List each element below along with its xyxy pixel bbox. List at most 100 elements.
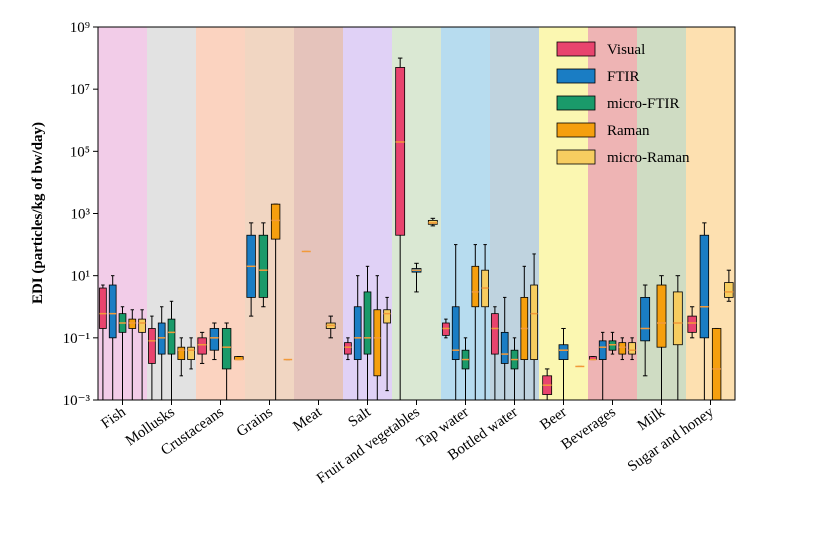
box: [640, 296, 651, 342]
box-group: [427, 217, 438, 227]
box: [471, 265, 480, 308]
box-group: [628, 337, 636, 361]
box: [628, 342, 636, 355]
box: [258, 234, 269, 298]
y-tick-label: 10¹: [71, 269, 91, 285]
x-tick-label: Grains: [234, 404, 276, 440]
box-group: [618, 337, 627, 361]
box: [530, 284, 538, 360]
y-axis-label: EDI (particles/kg of bw/day): [30, 122, 46, 304]
box-group: [270, 203, 281, 401]
x-tick-label: Beer: [537, 404, 569, 433]
box: [558, 344, 569, 360]
box: [711, 328, 722, 401]
box: [99, 287, 107, 329]
x-tick-label: Milk: [635, 404, 668, 434]
box-group: [325, 315, 336, 339]
box: [108, 284, 117, 339]
box-group: [108, 275, 117, 401]
box-group: [157, 306, 166, 401]
box-group: [353, 275, 362, 401]
y-tick-label: 10⁻¹: [63, 331, 90, 347]
box: [699, 234, 710, 339]
box: [221, 328, 232, 370]
box: [598, 340, 607, 360]
box-group: [411, 262, 422, 293]
box-group: [481, 244, 489, 401]
box: [177, 346, 186, 360]
box-group: [687, 306, 697, 339]
box-group: [373, 275, 382, 401]
box: [128, 318, 137, 329]
box-group: [363, 265, 372, 401]
box: [608, 340, 617, 351]
legend-swatch: [556, 95, 596, 111]
box-group: [383, 296, 391, 392]
box: [209, 328, 220, 351]
box-group: [138, 309, 146, 401]
box-group: [128, 309, 137, 401]
plot-frame: [97, 26, 736, 401]
box: [395, 67, 406, 236]
legend-label: micro-Raman: [607, 150, 690, 166]
x-tick-label: Beverages: [558, 404, 618, 453]
x-tick-label: Fish: [98, 404, 129, 432]
box-group: [589, 356, 597, 361]
legend-swatch: [556, 122, 596, 138]
box: [138, 318, 146, 333]
box: [148, 328, 156, 364]
box: [656, 284, 667, 348]
box-group: [234, 356, 244, 361]
box-group: [258, 222, 269, 308]
box-group: [451, 244, 460, 401]
y-tick-label: 10³: [71, 207, 91, 223]
box: [187, 346, 195, 360]
box-group: [608, 331, 617, 355]
box-group: [500, 296, 509, 401]
box-group: [187, 337, 195, 370]
category-band: [245, 27, 294, 400]
box-group: [442, 318, 450, 339]
box-group: [221, 322, 232, 401]
legend-label: FTIR: [607, 69, 640, 85]
x-tick-label: Sugar and honey: [625, 404, 717, 475]
legend-label: Raman: [607, 123, 650, 139]
box: [500, 331, 509, 364]
box: [270, 203, 281, 240]
box-group: [711, 327, 722, 401]
legend-swatch: [556, 68, 596, 84]
box-group: [344, 337, 352, 361]
box: [491, 313, 499, 355]
category-band: [686, 27, 735, 400]
box-group: [246, 222, 256, 317]
box-group: [461, 337, 470, 401]
box: [451, 306, 460, 360]
y-tick-label: 10⁹: [70, 20, 90, 36]
box: [687, 315, 697, 333]
box-group: [640, 284, 651, 377]
box: [618, 342, 627, 355]
y-tick-label: 10⁵: [70, 144, 90, 160]
box-group: [177, 337, 186, 377]
box: [353, 306, 362, 360]
box: [373, 309, 382, 377]
box-group: [99, 284, 107, 401]
box: [672, 291, 683, 346]
y-tick-label: 10⁻³: [63, 393, 91, 409]
legend-label: micro-FTIR: [607, 96, 680, 112]
box: [363, 291, 372, 355]
box-group: [672, 275, 683, 401]
legend-label: Visual: [607, 42, 645, 58]
box-group: [530, 253, 538, 401]
box-group: [148, 315, 156, 401]
box: [197, 337, 207, 355]
box: [724, 282, 734, 298]
x-tick-label: Meat: [290, 404, 325, 435]
legend-swatch: [556, 149, 596, 165]
box-group: [118, 306, 127, 401]
legend-swatch: [556, 41, 596, 57]
x-tick-label: Salt: [345, 404, 374, 431]
box-group: [598, 331, 607, 401]
box-group: [724, 269, 734, 302]
